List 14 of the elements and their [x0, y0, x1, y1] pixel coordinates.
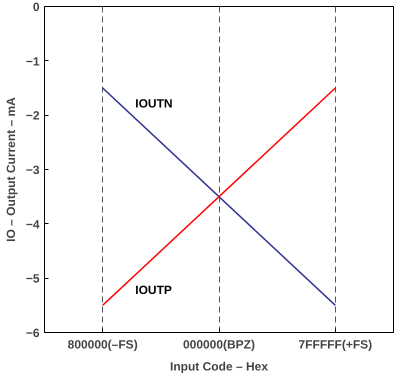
x-tick-label: 7FFFFF(+FS) — [298, 338, 372, 352]
y-tick-label: −3 — [26, 163, 40, 177]
x-axis-title: Input Code – Hex — [170, 360, 268, 374]
y-tick-label: −2 — [26, 108, 40, 123]
y-tick-label: 0 — [32, 0, 40, 14]
y-tick-label: −4 — [26, 217, 40, 232]
x-tick-label: 800000(–FS) — [68, 338, 138, 352]
y-tick-label: −5 — [26, 272, 40, 286]
series-label: IOUTP — [135, 282, 172, 297]
y-axis-title: IO – Output Current – mA — [4, 96, 18, 242]
y-tick-label: −1 — [26, 54, 40, 68]
x-tick-label: 000000(BPZ) — [182, 338, 256, 352]
y-tick-label: −6 — [26, 326, 40, 340]
series-label: IOUTN — [135, 96, 173, 110]
